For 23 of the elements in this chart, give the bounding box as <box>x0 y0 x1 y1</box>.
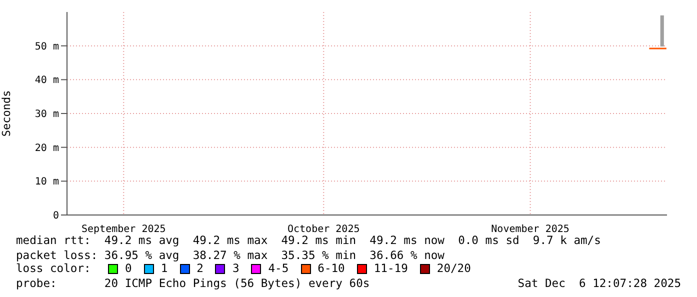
text: 3 <box>232 262 240 275</box>
x-tick-label: November 2025 <box>491 224 570 235</box>
text: 11-19 <box>374 262 408 275</box>
y-tick-label: 50 m <box>34 41 59 52</box>
x-tick-label: September 2025 <box>81 224 166 235</box>
y-tick-label: 10 m <box>34 176 59 188</box>
text: probe: 20 ICMP Echo Pings (56 Bytes) every 60s <box>16 277 370 290</box>
y-tick-label: 20 m <box>34 142 59 154</box>
text: 2 <box>196 262 204 275</box>
text: median rtt: 49.2 ms avg 49.2 ms max 49.2 ms min 49.2 ms now 0.0 ms sd 9.7 k am/s <box>16 234 601 247</box>
y-tick-label: 30 m <box>34 109 59 120</box>
text: packet loss: 36.95 % avg 38.27 % max 35.35 % min 36.66 % now <box>16 249 444 262</box>
text: Sat Dec 6 12:07:28 2025 <box>518 277 681 290</box>
text: 1 <box>160 262 168 275</box>
y-tick-label: 0 <box>52 210 59 222</box>
text: 4-5 <box>268 262 289 275</box>
text: loss color: <box>16 262 92 275</box>
text: 20/20 <box>436 262 471 275</box>
x-tick-label: October 2025 <box>288 224 360 235</box>
y-tick-label: 40 m <box>34 75 59 86</box>
y-axis-title: Seconds <box>0 90 13 137</box>
text: 6-10 <box>318 262 345 275</box>
text: 0 <box>125 262 132 275</box>
